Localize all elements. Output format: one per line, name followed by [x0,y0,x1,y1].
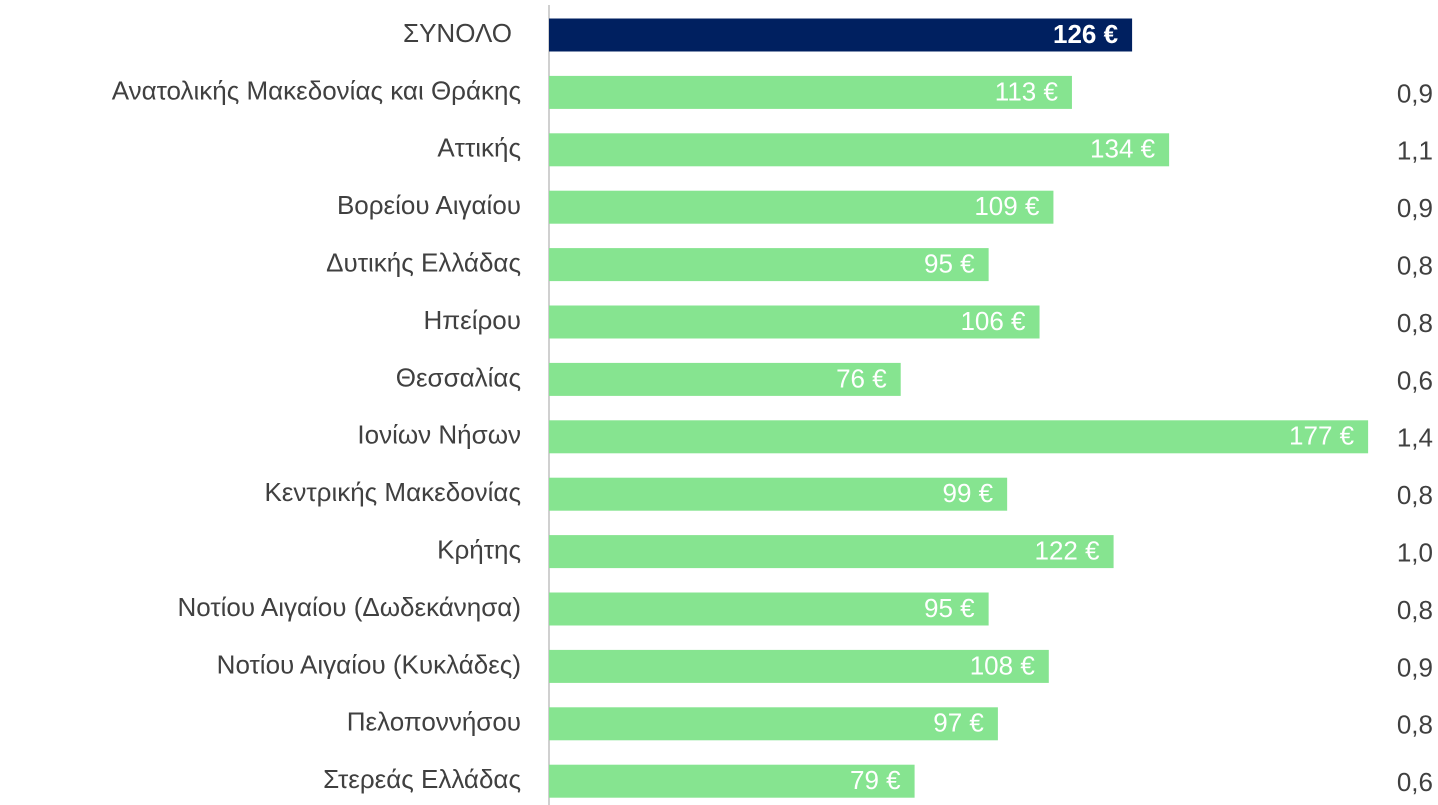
value-label: 177 € [1289,421,1355,451]
ratio-label: 0,8 [1397,710,1433,740]
ratio-label: 1,1 [1397,136,1433,166]
value-label: 97 € [933,708,984,738]
bar [549,420,1369,454]
value-label: 126 € [1053,19,1118,49]
bar [549,592,989,626]
category-label: Κρήτης [437,534,521,564]
category-label: Θεσσαλίας [396,362,521,392]
ratio-label: 0,9 [1397,193,1433,223]
value-label: 99 € [943,478,994,508]
ratio-label: 0,9 [1397,78,1433,108]
category-label: Αττικής [437,133,521,163]
ratio-label: 0,8 [1397,308,1433,338]
category-label: ΣΥΝΟΛΟ [403,18,512,48]
value-label: 109 € [974,191,1040,221]
category-label: Βορείου Αιγαίου [337,190,521,220]
category-label: Νοτίου Αιγαίου (Δωδεκάνησα) [177,592,521,622]
category-label: Ιονίων Νήσων [357,420,521,450]
category-label: Νοτίου Αιγαίου (Κυκλάδες) [217,649,521,679]
ratio-label: 0,8 [1397,595,1433,625]
bar [549,649,1049,683]
category-label: Κεντρικής Μακεδονίας [264,477,521,507]
value-label: 134 € [1090,134,1156,164]
ratio-label: 0,9 [1397,652,1433,682]
bar [549,535,1114,569]
category-label: Πελοποννήσου [347,707,521,737]
category-label: Δυτικής Ελλάδας [326,247,521,277]
bar [549,707,998,741]
ratio-label: 0,8 [1397,480,1433,510]
bar [549,764,915,798]
ratio-label: 0,8 [1397,250,1433,280]
ratio-label: 0,6 [1397,767,1433,797]
value-label: 76 € [836,363,887,393]
value-label: 113 € [995,76,1059,106]
bar [549,248,989,282]
category-label: Ηπείρου [423,305,521,335]
ratio-label: 1,4 [1397,423,1433,453]
bar [549,477,1008,511]
bar [549,305,1040,339]
value-label: 122 € [1035,535,1101,565]
category-label: Ανατολικής Μακεδονίας και Θράκης [112,75,521,105]
category-label: Στερεάς Ελλάδας [323,764,521,794]
bar [549,18,1133,52]
bar [549,190,1054,224]
value-label: 95 € [924,593,975,623]
ratio-label: 0,6 [1397,365,1433,395]
value-label: 108 € [970,650,1036,680]
bar [549,133,1170,167]
bar [549,362,901,396]
bar [549,75,1072,109]
value-label: 79 € [850,765,901,795]
value-label: 106 € [960,306,1026,336]
value-label: 95 € [924,248,975,278]
ratio-label: 1,0 [1397,537,1433,567]
